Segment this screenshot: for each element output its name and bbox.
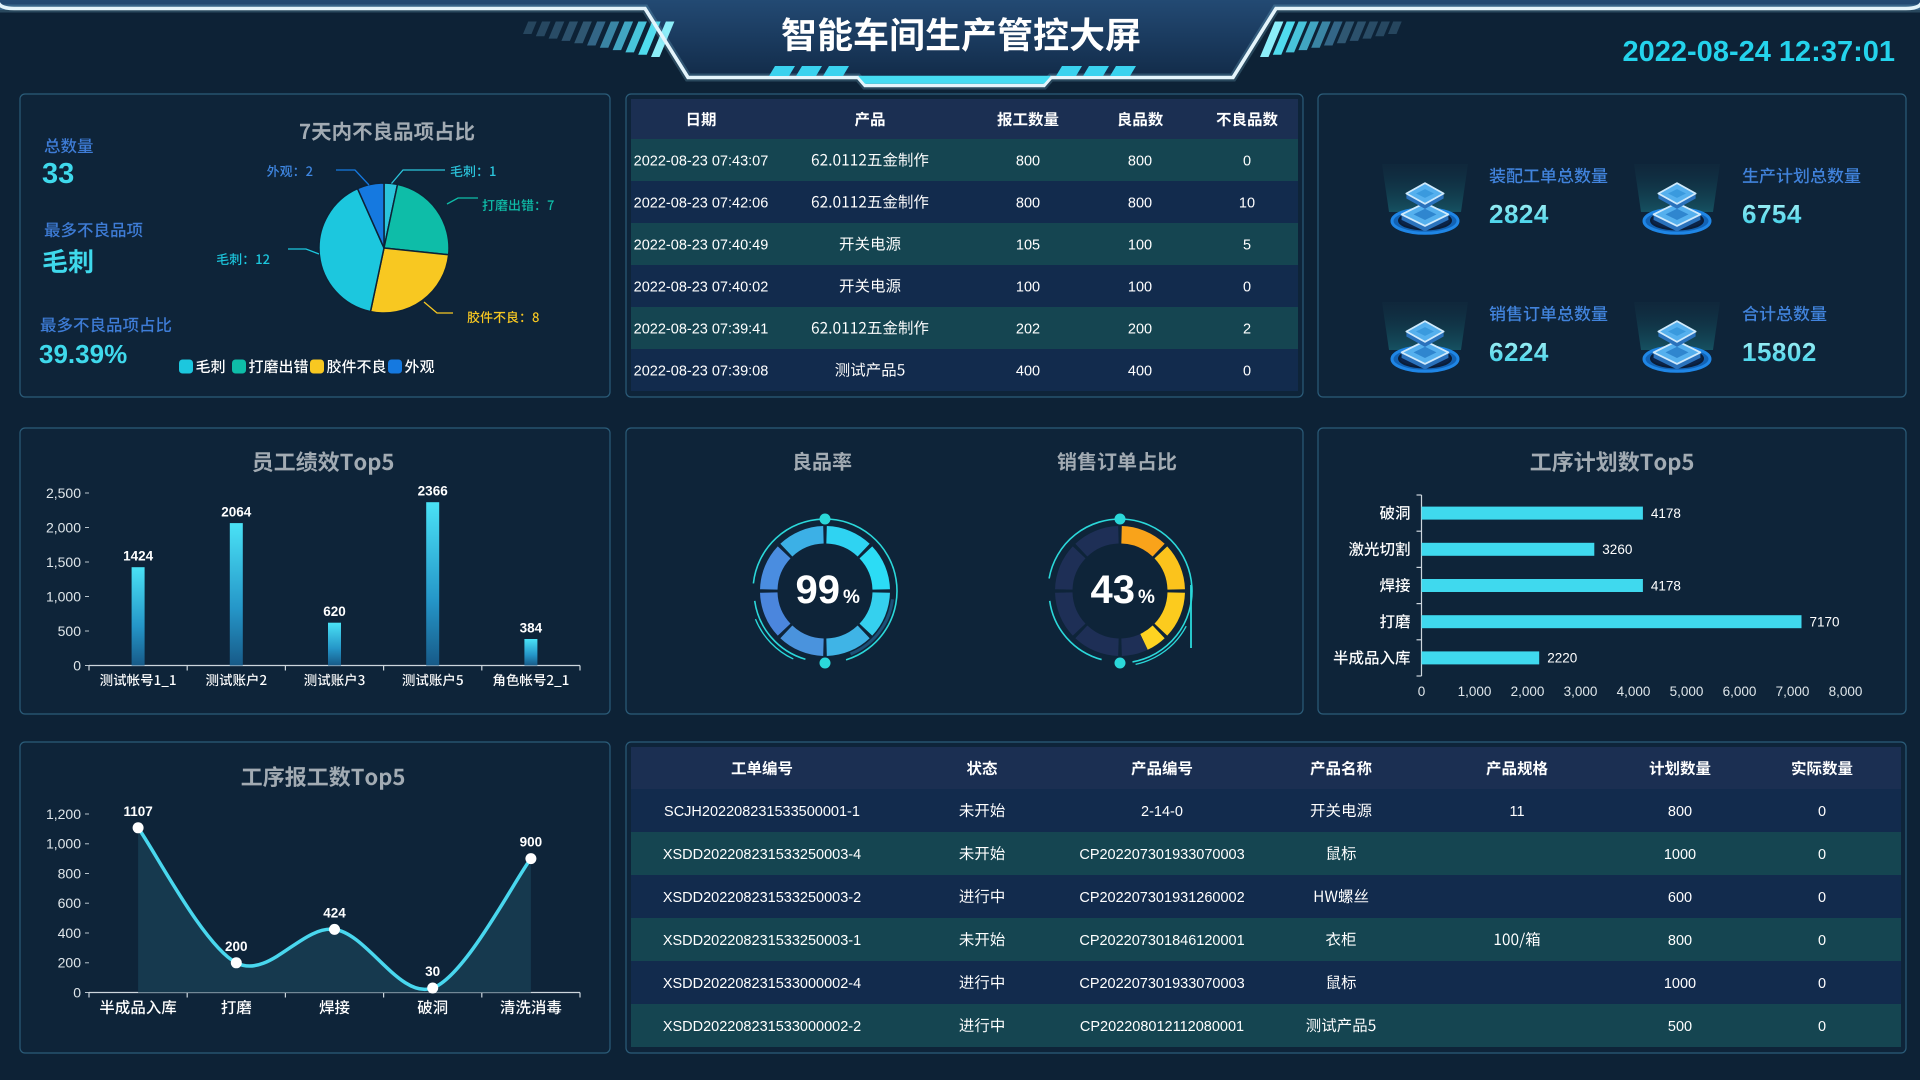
svg-text:1000: 1000 <box>1664 976 1696 992</box>
svg-text:CP202207301931260002: CP202207301931260002 <box>1079 890 1244 906</box>
svg-text:200: 200 <box>225 939 248 954</box>
svg-text:1,200: 1,200 <box>46 806 81 822</box>
svg-text:4178: 4178 <box>1651 578 1681 593</box>
svg-text:0: 0 <box>73 657 81 673</box>
svg-text:4178: 4178 <box>1651 506 1681 521</box>
svg-text:2220: 2220 <box>1547 651 1577 666</box>
svg-text:2022-08-23 07:39:41: 2022-08-23 07:39:41 <box>634 322 769 338</box>
svg-text:CP202207301933070003: CP202207301933070003 <box>1079 847 1244 863</box>
svg-text:0: 0 <box>1818 804 1826 820</box>
svg-text:620: 620 <box>323 604 346 619</box>
svg-text:6,000: 6,000 <box>1723 684 1757 699</box>
svg-text:0: 0 <box>1818 847 1826 863</box>
svg-text:10: 10 <box>1239 196 1255 212</box>
svg-text:1,000: 1,000 <box>46 836 81 852</box>
svg-text:100: 100 <box>1128 280 1152 296</box>
svg-text:800: 800 <box>1016 154 1040 170</box>
svg-text:384: 384 <box>520 621 543 636</box>
svg-text:%: % <box>843 587 860 608</box>
svg-text:3260: 3260 <box>1602 542 1632 557</box>
svg-text:33: 33 <box>42 158 74 190</box>
svg-text:0: 0 <box>1818 933 1826 949</box>
svg-text:5,000: 5,000 <box>1670 684 1704 699</box>
svg-text:424: 424 <box>323 905 346 920</box>
svg-text:0: 0 <box>1243 364 1251 380</box>
svg-text:2064: 2064 <box>221 505 252 520</box>
svg-text:400: 400 <box>58 925 82 941</box>
svg-text:1107: 1107 <box>123 804 152 819</box>
svg-text:7170: 7170 <box>1810 615 1840 630</box>
svg-text:105: 105 <box>1016 238 1040 254</box>
svg-text:99: 99 <box>796 568 841 612</box>
svg-text:2022-08-23 07:40:02: 2022-08-23 07:40:02 <box>634 280 769 296</box>
svg-text:39.39%: 39.39% <box>39 339 127 369</box>
svg-text:0: 0 <box>1818 890 1826 906</box>
svg-text:6224: 6224 <box>1489 337 1549 367</box>
svg-text:400: 400 <box>1016 364 1040 380</box>
svg-text:900: 900 <box>520 835 543 850</box>
svg-text:CP202208012112080001: CP202208012112080001 <box>1080 1019 1244 1035</box>
svg-text:0: 0 <box>1418 684 1426 699</box>
svg-text:CP202207301846120001: CP202207301846120001 <box>1079 933 1244 949</box>
svg-text:XSDD202208231533250003-4: XSDD202208231533250003-4 <box>663 847 861 863</box>
svg-text:0: 0 <box>73 984 81 1000</box>
svg-text:1,500: 1,500 <box>46 554 81 570</box>
svg-text:2022-08-23 07:39:08: 2022-08-23 07:39:08 <box>634 364 769 380</box>
svg-text:3,000: 3,000 <box>1564 684 1598 699</box>
svg-text:CP202207301933070003: CP202207301933070003 <box>1079 976 1244 992</box>
svg-text:XSDD202208231533250003-2: XSDD202208231533250003-2 <box>663 890 861 906</box>
svg-text:%: % <box>1138 587 1155 608</box>
svg-text:0: 0 <box>1243 280 1251 296</box>
svg-text:800: 800 <box>1128 196 1152 212</box>
svg-text:2: 2 <box>1243 322 1251 338</box>
svg-text:XSDD202208231533250003-1: XSDD202208231533250003-1 <box>663 933 861 949</box>
svg-text:200: 200 <box>1128 322 1152 338</box>
svg-text:500: 500 <box>58 623 82 639</box>
svg-text:1424: 1424 <box>123 549 154 564</box>
svg-text:0: 0 <box>1243 154 1251 170</box>
svg-text:SCJH202208231533500001-1: SCJH202208231533500001-1 <box>664 804 860 820</box>
svg-text:2824: 2824 <box>1489 199 1549 229</box>
svg-text:2-14-0: 2-14-0 <box>1141 804 1183 820</box>
svg-text:800: 800 <box>58 865 82 881</box>
svg-text:100: 100 <box>1128 238 1152 254</box>
svg-text:500: 500 <box>1668 1019 1692 1035</box>
svg-text:XSDD202208231533000002-2: XSDD202208231533000002-2 <box>663 1019 861 1035</box>
svg-text:XSDD202208231533000002-4: XSDD202208231533000002-4 <box>663 976 861 992</box>
svg-text:30: 30 <box>425 964 440 979</box>
svg-text:2,500: 2,500 <box>46 485 81 501</box>
svg-text:1000: 1000 <box>1664 847 1696 863</box>
svg-text:5: 5 <box>1243 238 1251 254</box>
svg-text:600: 600 <box>1668 890 1692 906</box>
svg-text:2022-08-23 07:42:06: 2022-08-23 07:42:06 <box>634 196 769 212</box>
svg-text:2,000: 2,000 <box>1511 684 1545 699</box>
svg-text:600: 600 <box>58 895 82 911</box>
svg-text:400: 400 <box>1128 364 1152 380</box>
svg-text:1,000: 1,000 <box>1458 684 1492 699</box>
svg-text:2,000: 2,000 <box>46 519 81 535</box>
svg-text:800: 800 <box>1016 196 1040 212</box>
svg-text:4,000: 4,000 <box>1617 684 1651 699</box>
svg-text:43: 43 <box>1091 568 1136 612</box>
svg-text:7,000: 7,000 <box>1776 684 1810 699</box>
svg-text:800: 800 <box>1668 804 1692 820</box>
svg-text:11: 11 <box>1509 804 1524 820</box>
svg-text:100: 100 <box>1016 280 1040 296</box>
svg-text:15802: 15802 <box>1742 337 1817 367</box>
svg-text:0: 0 <box>1818 1019 1826 1035</box>
svg-text:2022-08-23 07:43:07: 2022-08-23 07:43:07 <box>634 154 769 170</box>
svg-text:202: 202 <box>1016 322 1040 338</box>
svg-text:800: 800 <box>1128 154 1152 170</box>
svg-text:0: 0 <box>1818 976 1826 992</box>
svg-text:8,000: 8,000 <box>1829 684 1863 699</box>
svg-text:2022-08-23 07:40:49: 2022-08-23 07:40:49 <box>634 238 769 254</box>
svg-text:800: 800 <box>1668 933 1692 949</box>
svg-text:2366: 2366 <box>418 484 449 499</box>
svg-text:2022-08-24 12:37:01: 2022-08-24 12:37:01 <box>1623 36 1895 68</box>
svg-text:6754: 6754 <box>1742 199 1802 229</box>
svg-text:200: 200 <box>58 955 82 971</box>
svg-text:1,000: 1,000 <box>46 588 81 604</box>
